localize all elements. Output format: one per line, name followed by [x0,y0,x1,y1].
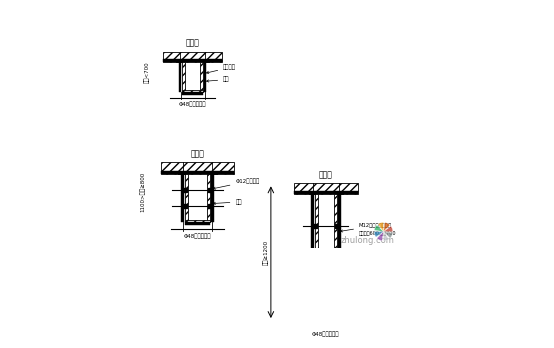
Wedge shape [377,232,383,241]
Bar [163,59,222,62]
Bar [315,321,337,324]
Wedge shape [374,232,383,237]
Wedge shape [375,225,383,232]
Wedge shape [383,232,389,241]
Bar [163,52,222,62]
Bar [161,171,234,174]
Text: Φ48钢管支撑筋: Φ48钢管支撑筋 [179,102,206,107]
Bar [204,62,206,92]
Text: 水平间距600,竖向700: 水平间距600,竖向700 [359,231,397,236]
Bar [315,194,318,321]
Text: 1100>梁宽≥800: 1100>梁宽≥800 [140,172,145,212]
Bar [182,92,203,95]
Text: zhulong.com: zhulong.com [341,236,394,245]
Bar [315,319,337,321]
Wedge shape [383,222,390,232]
Text: 衬料: 衬料 [207,77,230,82]
Text: 梁模板: 梁模板 [191,149,204,158]
Text: 梁模板: 梁模板 [319,170,333,179]
Bar [211,174,214,222]
Bar [294,183,358,194]
Text: 深度≥1200: 深度≥1200 [263,240,269,265]
Wedge shape [383,232,393,238]
Bar [294,191,358,194]
Wedge shape [383,226,393,232]
Bar [182,62,185,92]
Wedge shape [378,222,383,232]
Text: 梁模板: 梁模板 [186,38,199,47]
Bar [179,62,181,92]
Text: Φ12对拉螺栓: Φ12对拉螺栓 [213,179,260,189]
Text: 衬料: 衬料 [213,199,242,205]
Bar [334,194,337,321]
Bar [311,194,314,321]
Bar [185,174,188,222]
Bar [207,174,209,222]
Text: Φ48钢管支撑筋: Φ48钢管支撑筋 [312,332,340,337]
Text: M12对拉螺栓紧固件: M12对拉螺栓紧固件 [341,223,392,232]
Text: 衬料: 衬料 [0,347,1,348]
Bar [181,174,184,222]
Bar [185,222,209,225]
Bar [182,90,203,92]
Bar [185,220,209,222]
Text: Φ48钢管支撑筋: Φ48钢管支撑筋 [184,234,211,239]
Bar [161,163,234,174]
Text: 固定螺栓: 固定螺栓 [207,65,236,73]
Bar [200,62,203,92]
Text: 梁宽<700: 梁宽<700 [145,61,150,83]
Bar [338,194,341,321]
